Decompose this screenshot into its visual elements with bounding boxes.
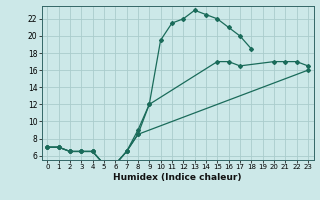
X-axis label: Humidex (Indice chaleur): Humidex (Indice chaleur) [113,173,242,182]
